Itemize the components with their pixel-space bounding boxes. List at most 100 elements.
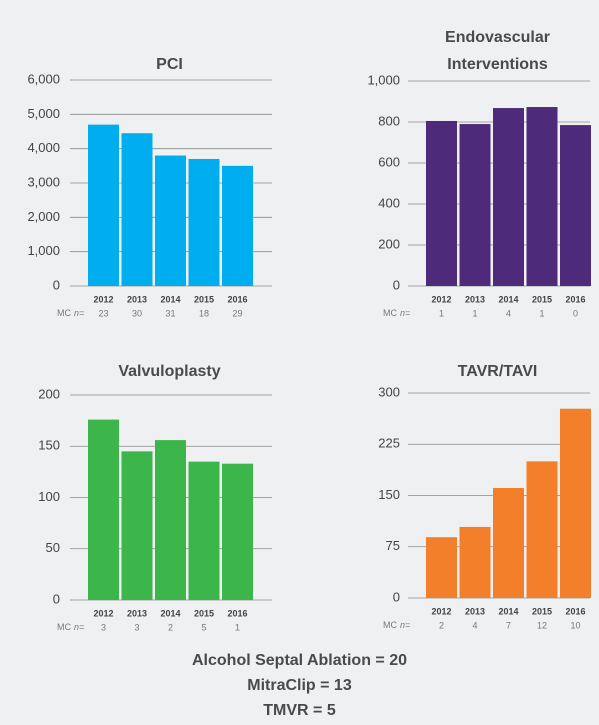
count-value: 2 [439,620,444,630]
y-tick-label: 400 [378,195,400,210]
count-value: 1 [235,622,240,632]
x-tick-label: 2014 [160,608,180,618]
bar [121,451,153,600]
footnote: MitraClip = 13 [247,677,352,694]
count-value: 1 [539,308,544,318]
bar [222,463,253,600]
count-value: 12 [537,620,547,630]
y-tick-label: 225 [378,436,400,451]
bar [426,120,457,286]
x-tick-label: 2016 [227,294,247,304]
bar [493,108,524,286]
count-label: MC n= [57,308,84,318]
bar [560,125,591,286]
x-tick-label: 2013 [465,294,485,304]
y-tick-label: 0 [393,277,400,292]
bar [526,107,558,286]
x-tick-label: 2012 [93,294,113,304]
count-label-n: n= [400,620,410,630]
y-tick-label: 3,000 [27,174,60,189]
bar [155,155,186,286]
count-value: 3 [134,622,139,632]
bar [426,537,457,598]
bar [188,461,220,600]
count-value: 5 [201,622,206,632]
count-value: 1 [472,308,477,318]
bar [121,133,153,286]
count-value: 2 [168,622,173,632]
footnote: TMVR = 5 [263,702,336,719]
count-value: 0 [573,308,578,318]
chart-title: PCI [156,56,183,73]
x-tick-label: 2016 [565,294,585,304]
x-tick-label: 2014 [498,294,518,304]
bar [459,124,491,286]
y-tick-label: 600 [378,154,400,169]
x-tick-label: 2012 [93,608,113,618]
x-tick-label: 2012 [431,294,451,304]
count-label-n: n= [74,308,84,318]
count-value: 29 [232,308,242,318]
footnote: Alcohol Septal Ablation = 20 [192,652,407,669]
chart-title: Valvuloplasty [118,363,221,380]
chart-title: Endovascular Interventions [445,29,550,73]
count-value: 30 [132,308,142,318]
count-label-n: n= [74,622,84,632]
y-tick-label: 4,000 [27,140,60,155]
y-tick-label: 2,000 [27,209,60,224]
count-value: 4 [506,308,511,318]
y-tick-label: 0 [393,589,400,604]
x-tick-label: 2013 [127,608,147,618]
x-tick-label: 2015 [194,608,214,618]
count-value: 4 [472,620,477,630]
y-tick-label: 150 [38,438,60,453]
count-value: 7 [506,620,511,630]
y-tick-label: 150 [378,487,400,502]
x-tick-label: 2013 [465,606,485,616]
count-label: MC n= [57,622,84,632]
count-label-prefix: MC [57,308,71,318]
count-value: 10 [570,620,580,630]
count-label: MC n= [383,308,410,318]
count-value: 23 [98,308,108,318]
count-label-prefix: MC [383,308,397,318]
y-tick-label: 0 [53,277,60,292]
x-tick-label: 2015 [532,294,552,304]
x-tick-label: 2014 [160,294,180,304]
y-tick-label: 1,000 [27,243,60,258]
x-tick-label: 2015 [532,606,552,616]
count-label-prefix: MC [383,620,397,630]
y-tick-label: 800 [378,113,400,128]
x-tick-label: 2014 [498,606,518,616]
y-tick-label: 200 [38,386,60,401]
bar [560,408,591,598]
count-value: 18 [199,308,209,318]
bar [526,461,558,598]
y-tick-label: 200 [378,236,400,251]
bar [88,419,119,600]
count-value: 1 [439,308,444,318]
bar [188,158,220,286]
count-label-prefix: MC [57,622,71,632]
y-tick-label: 6,000 [27,71,60,86]
count-value: 3 [101,622,106,632]
x-tick-label: 2013 [127,294,147,304]
count-label-n: n= [400,308,410,318]
y-tick-label: 50 [46,540,60,555]
y-tick-label: 0 [53,591,60,606]
bar [222,165,253,286]
bar [493,487,524,598]
x-tick-label: 2016 [565,606,585,616]
y-tick-label: 100 [38,489,60,504]
y-tick-label: 1,000 [367,72,400,87]
y-tick-label: 300 [378,384,400,399]
count-value: 31 [165,308,175,318]
y-tick-label: 5,000 [27,106,60,121]
x-tick-label: 2016 [227,608,247,618]
count-label: MC n= [383,620,410,630]
bar [88,124,119,286]
bar [459,526,491,598]
x-tick-label: 2012 [431,606,451,616]
